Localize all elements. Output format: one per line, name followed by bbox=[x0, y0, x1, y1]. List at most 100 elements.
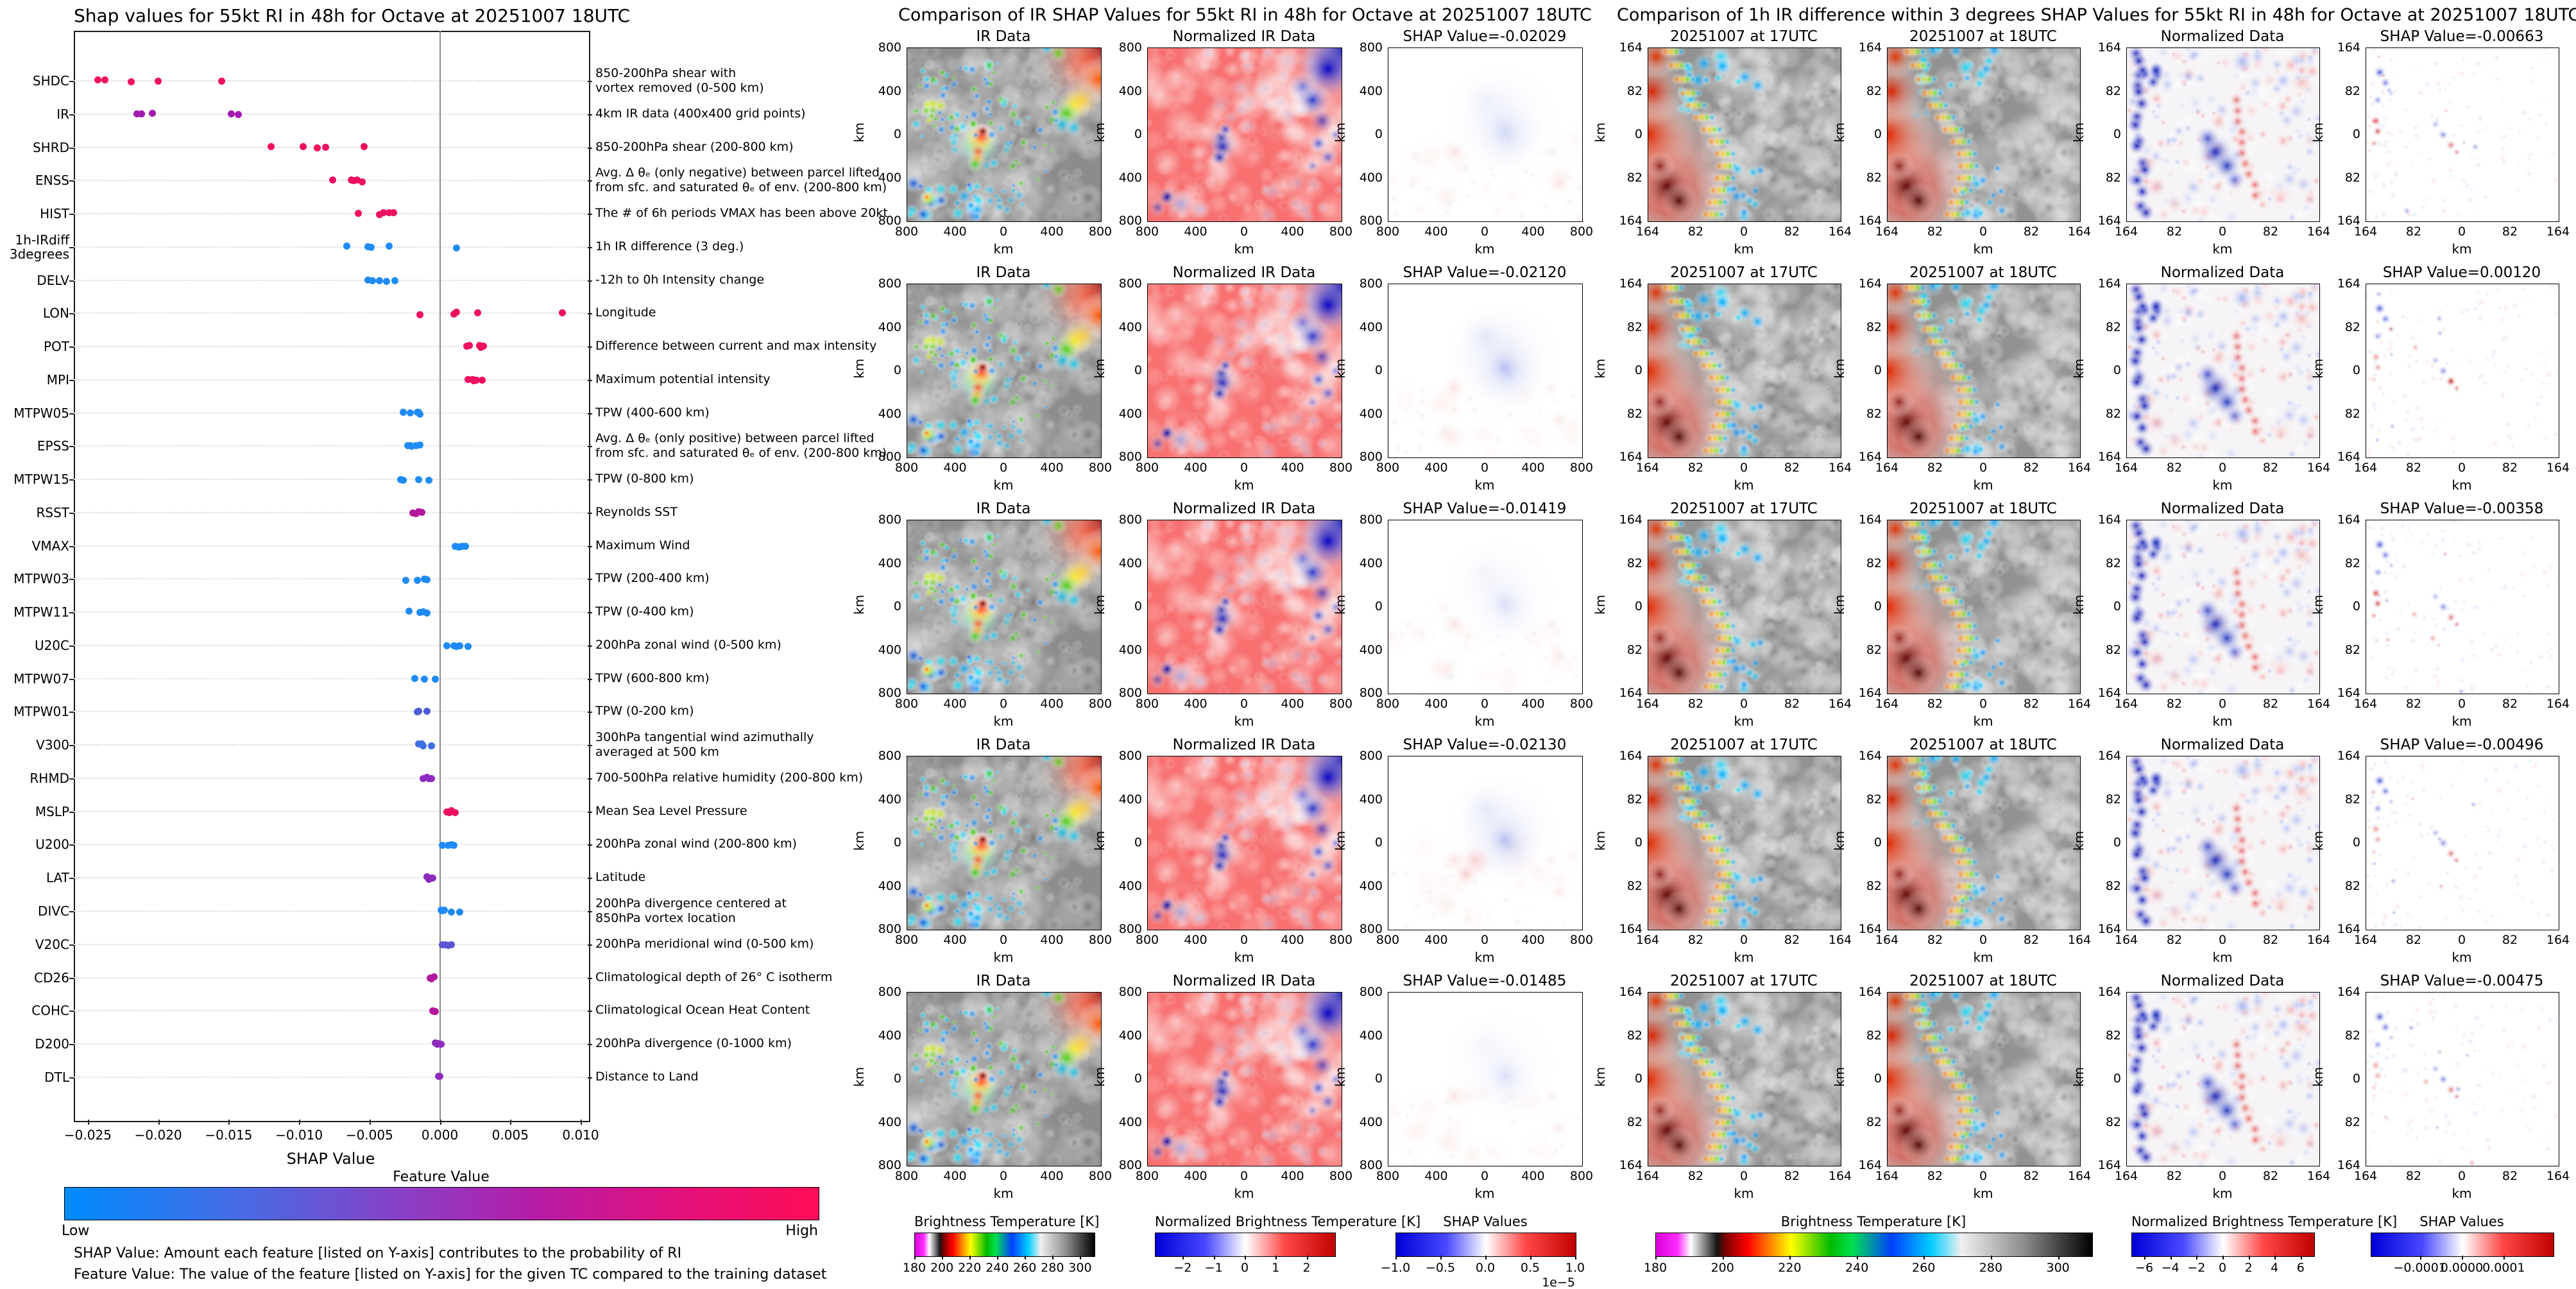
y-tick-label: 0 bbox=[2113, 127, 2121, 141]
feature-label-line: SHRD bbox=[32, 139, 69, 155]
shap-dot bbox=[360, 142, 368, 150]
shap-value-image bbox=[2366, 992, 2559, 1166]
gridline bbox=[74, 711, 588, 713]
y-axis-label: km bbox=[851, 122, 867, 142]
x-axis-label: km bbox=[1234, 950, 1254, 965]
gridline bbox=[74, 146, 588, 148]
y-axis-label: km bbox=[2310, 594, 2326, 615]
x-axis-label: km bbox=[2452, 1186, 2472, 1201]
shap-dot bbox=[382, 277, 390, 285]
shap-dot bbox=[478, 377, 486, 384]
y-tick-label: 0 bbox=[1873, 1071, 1882, 1086]
subplot-shap-title: SHAP Value=-0.02120 bbox=[1403, 264, 1567, 281]
y-tick-label: 164 bbox=[1858, 450, 1882, 464]
desc-tick-mark bbox=[588, 712, 592, 713]
desc-tick-mark bbox=[588, 1077, 592, 1079]
x-tick-label: 164 bbox=[1875, 225, 1899, 239]
desc-tick-mark bbox=[588, 313, 592, 315]
ir-data-image bbox=[907, 284, 1102, 458]
feature-label-line: U200 bbox=[35, 837, 69, 853]
feature-description: Latitude bbox=[595, 870, 891, 885]
colorbar-tick-mark bbox=[1722, 1256, 1724, 1259]
x-tick-label: 82 bbox=[2502, 461, 2518, 475]
y-tick-mark bbox=[69, 280, 74, 282]
y-axis-label: km bbox=[1592, 358, 1608, 379]
ir-18utc-image bbox=[1887, 520, 2081, 694]
y-tick-label: 400 bbox=[878, 406, 901, 421]
x-axis-label: km bbox=[1474, 241, 1495, 257]
colorbar-tick-label: 300 bbox=[1068, 1261, 1092, 1275]
x-tick-label: 82 bbox=[2023, 933, 2040, 947]
y-tick-label: 800 bbox=[1118, 214, 1142, 228]
shap-dot bbox=[375, 277, 383, 284]
y-tick-mark bbox=[69, 844, 74, 846]
shap-dot bbox=[450, 842, 458, 849]
feature-label-line: DTL bbox=[44, 1069, 69, 1085]
colorbar-tick-label: 2 bbox=[2244, 1261, 2253, 1275]
y-tick-mark bbox=[69, 81, 74, 82]
y-tick-label: 0 bbox=[2352, 599, 2360, 613]
x-tick-label: 400 bbox=[1424, 933, 1448, 947]
desc-tick-mark bbox=[588, 214, 592, 216]
feature-label-line: RHMD bbox=[30, 770, 69, 786]
shap-dot bbox=[419, 742, 427, 750]
gridline bbox=[74, 113, 588, 115]
x-tick-label: 82 bbox=[1927, 697, 1943, 711]
shap-value-image bbox=[2366, 756, 2559, 930]
y-axis-label: km bbox=[1092, 358, 1107, 379]
feature-description-line: Difference between current and max inten… bbox=[595, 339, 877, 354]
y-axis-label: km bbox=[1092, 1066, 1107, 1087]
y-tick-label: 400 bbox=[878, 320, 901, 334]
feature-description: 300hPa tangential wind azimuthally averag… bbox=[595, 730, 891, 760]
subplot-title: 20251007 at 17UTC bbox=[1670, 500, 1818, 517]
colorbar-tick-label: −0.0001 bbox=[2393, 1261, 2446, 1275]
feature-label-line: VMAX bbox=[31, 538, 69, 554]
feature-label-line: SHDC bbox=[32, 73, 69, 89]
x-tick-label: 800 bbox=[1569, 697, 1594, 711]
subplot-title: Normalized IR Data bbox=[1172, 973, 1316, 989]
desc-tick-mark bbox=[588, 844, 592, 846]
x-tick-label: 0 bbox=[2457, 697, 2466, 711]
feature-description-line: 4km IR data (400x400 grid points) bbox=[595, 106, 806, 121]
x-tick-label: 0 bbox=[1979, 225, 1988, 239]
x-tick-label: 400 bbox=[1184, 697, 1207, 711]
feature-label-line: EPSS bbox=[37, 438, 69, 454]
feature-label-line: MTPW05 bbox=[13, 405, 69, 421]
colorbar-tick-label: 240 bbox=[1845, 1261, 1869, 1275]
x-tick-label: 400 bbox=[1424, 225, 1448, 239]
feature-label: HIST bbox=[1, 207, 69, 221]
y-tick-label: 400 bbox=[878, 878, 901, 893]
y-axis-label: km bbox=[1333, 358, 1348, 379]
y-tick-label: 400 bbox=[1359, 642, 1383, 657]
x-tick-label: 82 bbox=[2023, 461, 2040, 475]
x-axis-label: km bbox=[993, 477, 1014, 493]
colorbar-tick-label: 260 bbox=[1013, 1261, 1037, 1275]
y-tick-label: 400 bbox=[1118, 878, 1142, 893]
y-tick-label: 82 bbox=[1626, 792, 1642, 807]
shap-dot bbox=[300, 142, 307, 150]
x-tick-label: 82 bbox=[2262, 1169, 2279, 1183]
feature-value-colorbar bbox=[64, 1187, 819, 1220]
gridline bbox=[74, 511, 588, 513]
colorbar-title: Brightness Temperature [K] bbox=[1780, 1214, 1966, 1229]
feature-description: 700-500hPa relative humidity (200-800 km… bbox=[595, 771, 891, 785]
feature-description-line: 200hPa zonal wind (200-800 km) bbox=[595, 837, 797, 851]
x-tick-label: 800 bbox=[1569, 225, 1594, 239]
feature-label: SHDC bbox=[1, 74, 69, 88]
feature-description: Distance to Land bbox=[595, 1070, 891, 1084]
gridline bbox=[74, 678, 588, 679]
colorbar-tick-label: 180 bbox=[902, 1261, 926, 1275]
desc-tick-mark bbox=[588, 745, 592, 747]
y-tick-label: 0 bbox=[2352, 1071, 2360, 1086]
colorbar-tick-label: −4 bbox=[2161, 1261, 2179, 1275]
shap-dot bbox=[427, 742, 435, 750]
feature-description-line: Maximum Wind bbox=[595, 538, 690, 552]
x-tick-label: 800 bbox=[1135, 225, 1159, 239]
shap-dot bbox=[456, 908, 463, 916]
y-tick-label: 164 bbox=[2337, 277, 2360, 291]
colorbar-tick-label: 0.0001 bbox=[2482, 1261, 2525, 1275]
x-tick-label: 0 bbox=[999, 461, 1008, 475]
x-tick-label: 400 bbox=[1281, 697, 1304, 711]
gridline bbox=[74, 644, 588, 646]
